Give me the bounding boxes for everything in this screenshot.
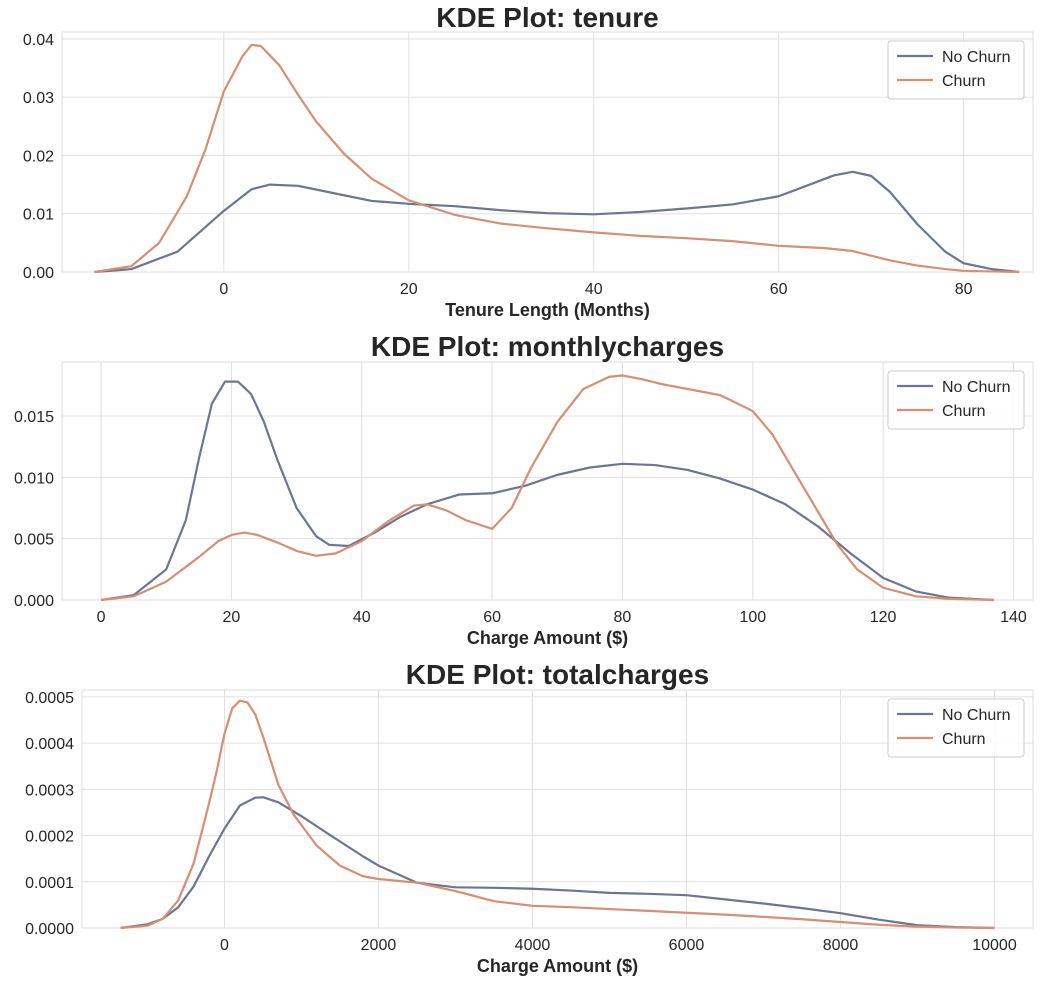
y-tick-label: 0.005 <box>14 532 54 549</box>
y-tick-label: 0.03 <box>23 90 54 107</box>
x-tick-label: 80 <box>614 609 632 626</box>
legend-label: No Churn <box>942 49 1010 66</box>
y-tick-label: 0.000 <box>14 593 54 610</box>
x-tick-label: 4000 <box>515 937 551 954</box>
chart-title: KDE Plot: tenure <box>436 2 658 33</box>
chart-title: KDE Plot: totalcharges <box>406 659 709 690</box>
y-tick-label: 0.0004 <box>25 736 74 753</box>
plot-area-frame <box>61 31 1034 273</box>
legend: No Churn Churn <box>887 370 1025 430</box>
x-tick-label: 10000 <box>972 937 1017 954</box>
legend-label: No Churn <box>942 707 1010 724</box>
chart-panel-3: 0 2000 4000 6000 8000 10000 0.0000 0.0001 0.0002… <box>25 659 1034 976</box>
series-line-no-churn <box>100 380 994 602</box>
chart-panel-1: 0 20 40 60 80 0.00 0.01 0.02 0.03 0.04 KDE Plot: t… <box>23 2 1034 320</box>
legend-item-no-churn: No Churn <box>897 49 1010 66</box>
legend-label: Churn <box>942 731 986 748</box>
legend-label: No Churn <box>942 379 1010 396</box>
legend-item-no-churn: No Churn <box>897 707 1010 724</box>
legend-label: Churn <box>942 403 986 420</box>
legend-item-churn: Churn <box>897 731 986 748</box>
y-tick-label: 0.0005 <box>25 690 74 707</box>
chart-title: KDE Plot: monthlycharges <box>371 331 724 362</box>
y-tick-label: 0.015 <box>14 409 54 426</box>
x-tick-label: 40 <box>353 609 371 626</box>
legend-label: Churn <box>942 73 986 90</box>
x-axis-label: Charge Amount ($) <box>467 628 628 648</box>
legend-item-no-churn: No Churn <box>897 379 1010 396</box>
x-axis-label: Charge Amount ($) <box>477 956 638 976</box>
x-tick-label: 20 <box>223 609 241 626</box>
x-tick-label: 100 <box>739 609 766 626</box>
x-tick-label: 6000 <box>669 937 705 954</box>
y-tick-label: 0.0000 <box>25 921 74 938</box>
chart-panel-2: 0 20 40 60 80 100 120 140 0.000 0.005 0.010 0.015 KD… <box>14 331 1034 648</box>
y-tick-label: 0.00 <box>23 265 54 282</box>
x-tick-label: 2000 <box>361 937 397 954</box>
y-tick-label: 0.0003 <box>25 782 74 799</box>
series-line-churn <box>120 699 995 930</box>
series-line-churn <box>94 43 1020 274</box>
x-tick-label: 0 <box>220 937 229 954</box>
x-tick-label: 8000 <box>823 937 859 954</box>
y-tick-label: 0.01 <box>23 207 54 224</box>
x-tick-label: 80 <box>955 281 973 298</box>
legend: No Churn Churn <box>887 40 1025 100</box>
series-line-no-churn <box>120 796 995 930</box>
y-tick-label: 0.0001 <box>25 875 74 892</box>
x-tick-label: 0 <box>219 281 228 298</box>
x-tick-label: 60 <box>770 281 788 298</box>
plot-area-frame <box>61 361 1034 601</box>
x-axis-label: Tenure Length (Months) <box>445 300 650 320</box>
y-tick-label: 0.04 <box>23 32 54 49</box>
x-tick-label: 20 <box>400 281 418 298</box>
plot-area-frame <box>81 689 1034 929</box>
x-tick-label: 140 <box>1000 609 1027 626</box>
y-tick-label: 0.02 <box>23 148 54 165</box>
series-line-churn <box>100 374 994 602</box>
y-tick-label: 0.010 <box>14 470 54 487</box>
series-line-no-churn <box>94 170 1020 274</box>
x-tick-label: 40 <box>585 281 603 298</box>
x-tick-label: 0 <box>97 609 106 626</box>
x-tick-label: 60 <box>483 609 501 626</box>
legend-item-churn: Churn <box>897 73 986 90</box>
x-tick-label: 120 <box>870 609 897 626</box>
legend: No Churn Churn <box>887 698 1025 758</box>
legend-item-churn: Churn <box>897 403 986 420</box>
y-tick-label: 0.0002 <box>25 829 74 846</box>
